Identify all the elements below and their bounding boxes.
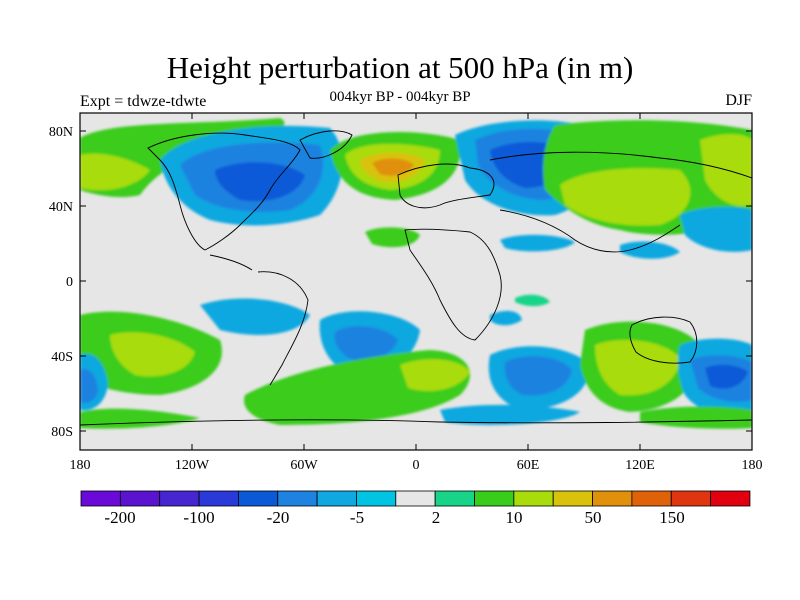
coast-asia-north (489, 151, 752, 179)
coast-europe (397, 163, 495, 209)
coast-asia-south (499, 209, 681, 253)
colorbar-labels: -200 -100 -20 -5 2 10 50 150 (104, 508, 684, 527)
contour-yellow-nw (80, 153, 150, 191)
x-tick-label: 180 (70, 458, 91, 473)
colorbar: -200 -100 -20 -5 2 10 50 150 (80, 490, 751, 527)
colorbar-swatch (710, 490, 751, 507)
contour-green-ant2 (640, 406, 752, 429)
y-tick-label: 40S (51, 350, 73, 365)
contour-blue-sa (334, 326, 398, 361)
contour-blue-sio (504, 356, 572, 396)
x-tick-label: 60E (517, 458, 540, 473)
colorbar-label: 50 (585, 508, 602, 527)
experiment-label: Expt = tdwze-tdwte (80, 93, 207, 110)
contour-deepblue-spac2 (705, 364, 748, 389)
colorbar-swatch (434, 490, 475, 507)
x-tick-label: 120W (175, 458, 210, 473)
x-axis-labels: 180 120W 60W 0 60E 120E 180 (70, 458, 763, 473)
contour-green-trop (365, 227, 420, 248)
y-axis-labels: 80N 40N 0 40S 80S (49, 125, 73, 440)
contour-fill (80, 118, 752, 429)
colorbar-swatch (119, 490, 161, 507)
x-tick-label: 120E (625, 458, 655, 473)
map-subtitle: 004kyr BP - 004kyr BP (329, 89, 471, 105)
coast-south-america (257, 271, 309, 386)
contour-cyan-spac (200, 298, 310, 335)
contour-cyan-trop (500, 234, 575, 252)
colorbar-label: -5 (350, 508, 364, 527)
colorbar-swatch (513, 490, 554, 507)
coast-antarctica (80, 419, 752, 426)
y-tick-label: 80S (51, 425, 73, 440)
contour-orange-atl (372, 158, 414, 176)
map-title: Height perturbation at 500 hPa (in m) (166, 50, 634, 85)
axis-tick-marks (80, 113, 752, 450)
colorbar-swatch (356, 490, 397, 507)
contour-cyan-trop3 (490, 310, 522, 326)
map-frame (79, 112, 753, 451)
contour-yellow-as (560, 168, 691, 226)
colorbar-swatch (670, 490, 711, 507)
colorbar-swatch (237, 490, 279, 507)
colorbar-swatch (592, 490, 633, 507)
colorbar-swatch (474, 490, 515, 507)
x-tick-label: 60W (290, 458, 318, 473)
colorbar-label: -20 (267, 508, 290, 527)
colorbar-swatch (277, 490, 318, 507)
coastlines (80, 130, 752, 426)
y-tick-label: 80N (49, 125, 73, 140)
x-tick-label: 0 (413, 458, 420, 473)
coast-australia (629, 316, 698, 364)
x-tick-label: 180 (742, 458, 763, 473)
contour-cyan-trop2 (620, 241, 680, 259)
contour-cyan-ant (440, 404, 580, 425)
coast-greenland (299, 130, 353, 159)
season-label: DJF (725, 92, 752, 109)
colorbar-swatch (198, 490, 239, 507)
y-tick-label: 0 (66, 275, 73, 290)
colorbar-label: -100 (183, 508, 214, 527)
colorbar-label: 150 (659, 508, 685, 527)
colorbar-label: -200 (104, 508, 135, 527)
colorbar-boxes (80, 490, 751, 507)
coast-central-america (209, 254, 253, 271)
contour-yellow-aus (595, 339, 680, 396)
y-tick-label: 40N (49, 200, 73, 215)
contour-blue-sw (80, 369, 98, 404)
map-area (80, 113, 752, 450)
contour-deepblue-na (215, 162, 305, 202)
colorbar-swatch (316, 490, 357, 507)
contour-yellow-sw (110, 332, 195, 377)
colorbar-label: 2 (432, 508, 441, 527)
contour-green-trop2 (515, 294, 550, 307)
contour-yellow-ssa (400, 359, 470, 392)
colorbar-label: 10 (506, 508, 523, 527)
colorbar-swatch (552, 490, 593, 507)
coast-north-america (147, 132, 301, 251)
colorbar-swatch (159, 490, 200, 507)
coast-africa (404, 228, 502, 341)
colorbar-swatch (631, 490, 672, 507)
contour-cyan-pac (680, 206, 752, 252)
colorbar-swatch (80, 490, 121, 507)
colorbar-swatch (395, 490, 436, 507)
